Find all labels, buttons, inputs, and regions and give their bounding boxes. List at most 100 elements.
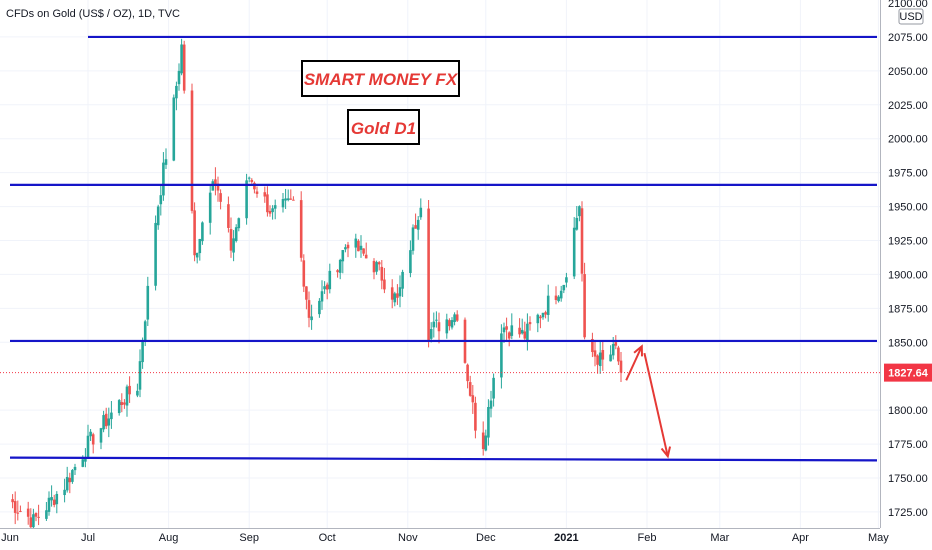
candle-body <box>154 222 157 286</box>
candle <box>393 291 397 307</box>
candle-body <box>250 179 254 182</box>
candle-body <box>528 322 532 325</box>
candle <box>518 318 521 338</box>
candle-body <box>325 284 329 290</box>
horizontal-levels[interactable] <box>9 35 878 462</box>
candle-body <box>123 402 126 405</box>
candle <box>375 260 378 275</box>
projection-arrow[interactable] <box>625 344 643 381</box>
candle <box>583 262 586 340</box>
candle <box>107 407 111 438</box>
candle-body <box>354 238 358 248</box>
candle <box>102 410 105 433</box>
candle-body <box>372 260 376 273</box>
candle-body <box>435 319 438 321</box>
candle <box>177 63 181 91</box>
candle <box>172 94 176 162</box>
candle <box>110 401 113 429</box>
brand-box <box>301 60 460 97</box>
candle <box>229 217 233 258</box>
candle-body <box>237 218 241 229</box>
timeframe-annotation[interactable]: Gold D1 <box>347 109 420 145</box>
candle <box>505 317 508 342</box>
candle <box>380 260 384 290</box>
candle-body <box>19 510 22 512</box>
candle <box>437 312 441 344</box>
grid <box>0 0 880 528</box>
price-tick-label: 2050.00 <box>888 66 928 78</box>
candle-body <box>481 432 485 450</box>
projection-arrows[interactable] <box>625 344 672 459</box>
price-axis-ticks: 2100.00 2075.00 2050.00 2025.00 2000.00 1975.… <box>888 0 928 519</box>
candle <box>471 384 475 414</box>
candle <box>50 485 53 507</box>
candle-body <box>526 323 529 341</box>
candle-body <box>63 489 66 496</box>
candle <box>11 494 14 509</box>
candle <box>318 298 321 318</box>
candle <box>474 396 477 439</box>
candle-body <box>468 382 472 396</box>
candle <box>489 390 493 418</box>
candle <box>596 354 599 374</box>
candle <box>195 252 199 264</box>
candle-body <box>393 293 397 303</box>
candle-body <box>253 182 256 190</box>
candle <box>429 322 433 343</box>
candle-body <box>146 285 150 320</box>
candle-body <box>474 402 477 431</box>
candle-body <box>232 238 235 253</box>
candle-body <box>544 312 547 315</box>
candle-body <box>598 352 602 367</box>
horizontal-level-line[interactable] <box>9 456 878 462</box>
candle-body <box>198 238 202 254</box>
projection-arrow-shaft <box>643 352 669 457</box>
candle <box>190 83 194 214</box>
candle-body <box>162 162 165 196</box>
candle-body <box>45 510 48 519</box>
brand-annotation[interactable]: SMART MONEY FX <box>301 60 460 97</box>
candle-body <box>91 434 95 445</box>
candle-body <box>346 244 350 249</box>
candle-body <box>448 320 451 327</box>
candle <box>455 310 459 322</box>
candle-body <box>172 97 176 161</box>
candle-body <box>16 512 20 514</box>
candle <box>398 275 402 308</box>
candle <box>198 238 202 261</box>
currency-label[interactable]: USD <box>898 8 924 25</box>
candle-body <box>37 516 40 518</box>
candle <box>416 216 420 240</box>
candle <box>468 375 472 397</box>
candle <box>481 421 485 456</box>
candle <box>598 341 602 374</box>
candle <box>141 337 144 369</box>
price-tick-label: 1725.00 <box>888 507 928 519</box>
candle <box>601 341 605 371</box>
candle <box>219 189 222 210</box>
candle <box>292 196 295 201</box>
price-axis[interactable]: 2100.00 2075.00 2050.00 2025.00 2000.00 1975.… <box>880 0 932 528</box>
projection-arrow[interactable] <box>643 352 672 459</box>
candle <box>63 478 66 503</box>
candle-body <box>396 293 399 298</box>
time-tick-label: 2021 <box>554 532 578 544</box>
candle-body <box>429 328 433 339</box>
candle-body <box>214 179 217 185</box>
candle <box>26 501 30 525</box>
candle <box>214 167 217 196</box>
candle-body <box>190 90 194 211</box>
candle <box>201 221 204 245</box>
time-axis[interactable]: Jun Jul Aug Sep Oct Nov Dec 2021 Feb Mar Apr May <box>0 528 932 550</box>
candle <box>266 186 269 217</box>
candle <box>325 282 329 300</box>
candle <box>572 217 576 280</box>
candle <box>180 38 183 76</box>
currency-text: USD <box>899 11 922 23</box>
candle-body <box>286 198 290 201</box>
candle <box>91 432 95 454</box>
candle-body <box>617 347 620 362</box>
candle-body <box>284 198 287 201</box>
